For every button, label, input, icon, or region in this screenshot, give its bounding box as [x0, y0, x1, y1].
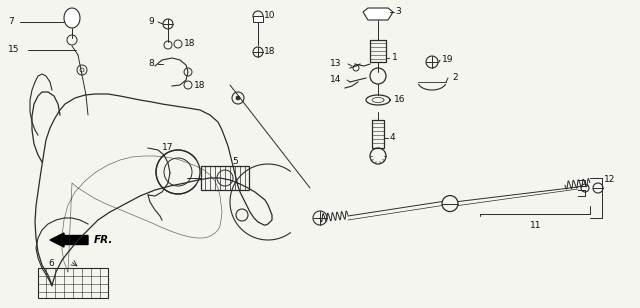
Circle shape	[236, 96, 240, 100]
Bar	[372, 120, 384, 148]
Text: 14: 14	[330, 75, 341, 84]
Text: 7: 7	[8, 18, 13, 26]
Text: 19: 19	[442, 55, 454, 64]
Polygon shape	[253, 16, 263, 22]
Text: 18: 18	[194, 80, 205, 90]
Bar	[201, 166, 249, 190]
Text: 12: 12	[604, 176, 616, 184]
Text: FR.: FR.	[94, 235, 113, 245]
Text: 6: 6	[48, 260, 54, 269]
Text: 11: 11	[530, 221, 541, 230]
Text: 4: 4	[390, 133, 396, 143]
Polygon shape	[363, 8, 393, 20]
Text: 18: 18	[264, 47, 275, 56]
Text: 15: 15	[8, 46, 19, 55]
FancyArrow shape	[50, 233, 88, 247]
Text: 17: 17	[162, 144, 173, 152]
Text: 18: 18	[184, 39, 195, 48]
Text: 16: 16	[394, 95, 406, 104]
Bar	[370, 40, 386, 62]
Bar	[38, 268, 108, 298]
Text: 5: 5	[232, 157, 237, 167]
Text: 1: 1	[392, 54, 397, 63]
Text: 13: 13	[330, 59, 342, 68]
Text: 3: 3	[395, 7, 401, 17]
Text: 9: 9	[148, 18, 154, 26]
Text: 10: 10	[264, 11, 275, 21]
Text: 8: 8	[148, 59, 154, 68]
Text: 2: 2	[452, 74, 458, 83]
Polygon shape	[64, 8, 80, 28]
